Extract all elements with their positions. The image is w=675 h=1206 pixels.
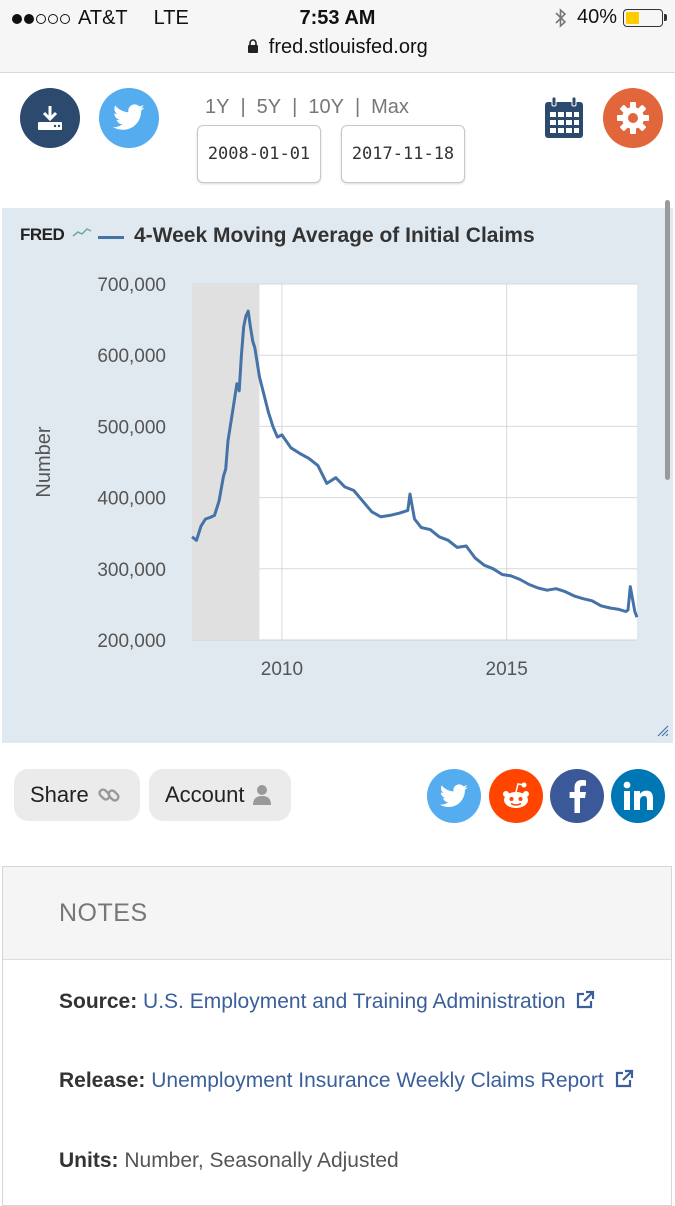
line-chart: 700,000 600,000 500,000 400,000 300,000 200,0… bbox=[33, 275, 639, 680]
battery-percent: 40% bbox=[576, 6, 617, 28]
fred-logo: FRED bbox=[20, 225, 65, 244]
end-date-input[interactable]: 2017-11-18 bbox=[341, 125, 465, 183]
twitter-icon bbox=[439, 783, 468, 807]
battery-status: 40% bbox=[555, 6, 667, 29]
start-date-input[interactable]: 2008-01-01 bbox=[197, 125, 321, 183]
clock: 7:53 AM bbox=[299, 7, 376, 29]
download-button[interactable] bbox=[20, 88, 80, 148]
download-icon bbox=[38, 106, 62, 130]
series-line bbox=[191, 309, 639, 618]
fred-logo-graph-icon bbox=[72, 228, 92, 237]
carrier-info: AT&T LTE bbox=[12, 7, 189, 30]
range-separator: | bbox=[240, 96, 246, 118]
note-source: Source: U.S. Employment and Training Adm… bbox=[59, 986, 639, 1017]
twitter-icon bbox=[113, 104, 145, 130]
source-link[interactable]: U.S. Employment and Training Administrat… bbox=[143, 990, 566, 1013]
link-icon bbox=[98, 788, 120, 802]
note-release: Release: Unemployment Insurance Weekly C… bbox=[59, 1065, 639, 1096]
y-tick-label: 600,000 bbox=[97, 346, 166, 367]
battery-icon bbox=[623, 8, 667, 27]
range-1y-link[interactable]: 1Y bbox=[205, 96, 230, 118]
reddit-social-button[interactable] bbox=[489, 769, 543, 823]
y-axis-label: Number bbox=[33, 426, 55, 497]
settings-button[interactable] bbox=[603, 88, 663, 148]
reddit-icon bbox=[503, 782, 529, 808]
lock-icon bbox=[247, 39, 259, 57]
user-icon bbox=[252, 785, 271, 805]
note-units: Units: Number, Seasonally Adjusted bbox=[59, 1145, 639, 1176]
range-separator: | bbox=[354, 96, 361, 118]
external-link-icon[interactable] bbox=[614, 1069, 634, 1089]
bluetooth-icon bbox=[555, 7, 567, 28]
y-tick-label: 200,000 bbox=[97, 631, 166, 652]
twitter-social-button[interactable] bbox=[427, 769, 481, 823]
share-label: Share bbox=[30, 782, 89, 807]
ios-status-bar: AT&T LTE 7:53 AM 40% fred.stlouisfed.org bbox=[0, 0, 675, 73]
facebook-social-button[interactable] bbox=[550, 769, 604, 823]
linkedin-social-button[interactable] bbox=[611, 769, 665, 823]
chart-panel: FRED 4-Week Moving Average of Initial Cl… bbox=[2, 200, 673, 743]
calendar-icon[interactable] bbox=[543, 96, 585, 140]
network-type: LTE bbox=[153, 7, 189, 29]
release-label: Release: bbox=[59, 1069, 146, 1092]
release-link[interactable]: Unemployment Insurance Weekly Claims Rep… bbox=[151, 1069, 604, 1092]
date-range-presets: 1Y | 5Y | 10Y | Max bbox=[205, 96, 409, 119]
range-10y-link[interactable]: 10Y bbox=[308, 96, 344, 118]
twitter-share-button[interactable] bbox=[99, 88, 159, 148]
notes-title: NOTES bbox=[59, 899, 148, 927]
account-label: Account bbox=[165, 782, 245, 807]
y-tick-label: 700,000 bbox=[97, 275, 166, 296]
plot-area-background bbox=[192, 284, 637, 640]
y-tick-label: 300,000 bbox=[97, 560, 166, 581]
y-tick-label: 500,000 bbox=[97, 417, 166, 438]
legend-swatch bbox=[98, 236, 124, 239]
range-max-link[interactable]: Max bbox=[371, 96, 409, 118]
facebook-icon bbox=[569, 780, 586, 813]
account-button[interactable]: Account bbox=[149, 769, 291, 821]
source-label: Source: bbox=[59, 990, 138, 1013]
range-5y-link[interactable]: 5Y bbox=[256, 96, 282, 118]
units-value: Number, Seasonally Adjusted bbox=[124, 1149, 399, 1172]
notes-section: NOTES Source: U.S. Employment and Traini… bbox=[2, 866, 672, 1206]
gear-icon bbox=[617, 102, 649, 134]
range-separator: | bbox=[292, 96, 298, 118]
resize-handle-icon[interactable] bbox=[657, 725, 669, 737]
x-tick-label: 2010 bbox=[261, 659, 303, 680]
share-button[interactable]: Share bbox=[14, 769, 140, 821]
notes-header[interactable]: NOTES bbox=[3, 867, 671, 960]
linkedin-icon bbox=[623, 781, 653, 810]
vertical-scrollbar[interactable] bbox=[665, 200, 670, 480]
external-link-icon[interactable] bbox=[575, 990, 595, 1010]
url-text: fred.stlouisfed.org bbox=[268, 36, 428, 58]
chart-title: 4-Week Moving Average of Initial Claims bbox=[134, 224, 535, 247]
signal-strength-icon bbox=[12, 13, 70, 24]
y-tick-label: 400,000 bbox=[97, 489, 166, 510]
x-tick-label: 2015 bbox=[486, 659, 528, 680]
carrier-name: AT&T bbox=[78, 7, 128, 29]
address-bar[interactable]: fred.stlouisfed.org bbox=[0, 36, 675, 59]
units-label: Units: bbox=[59, 1149, 119, 1172]
